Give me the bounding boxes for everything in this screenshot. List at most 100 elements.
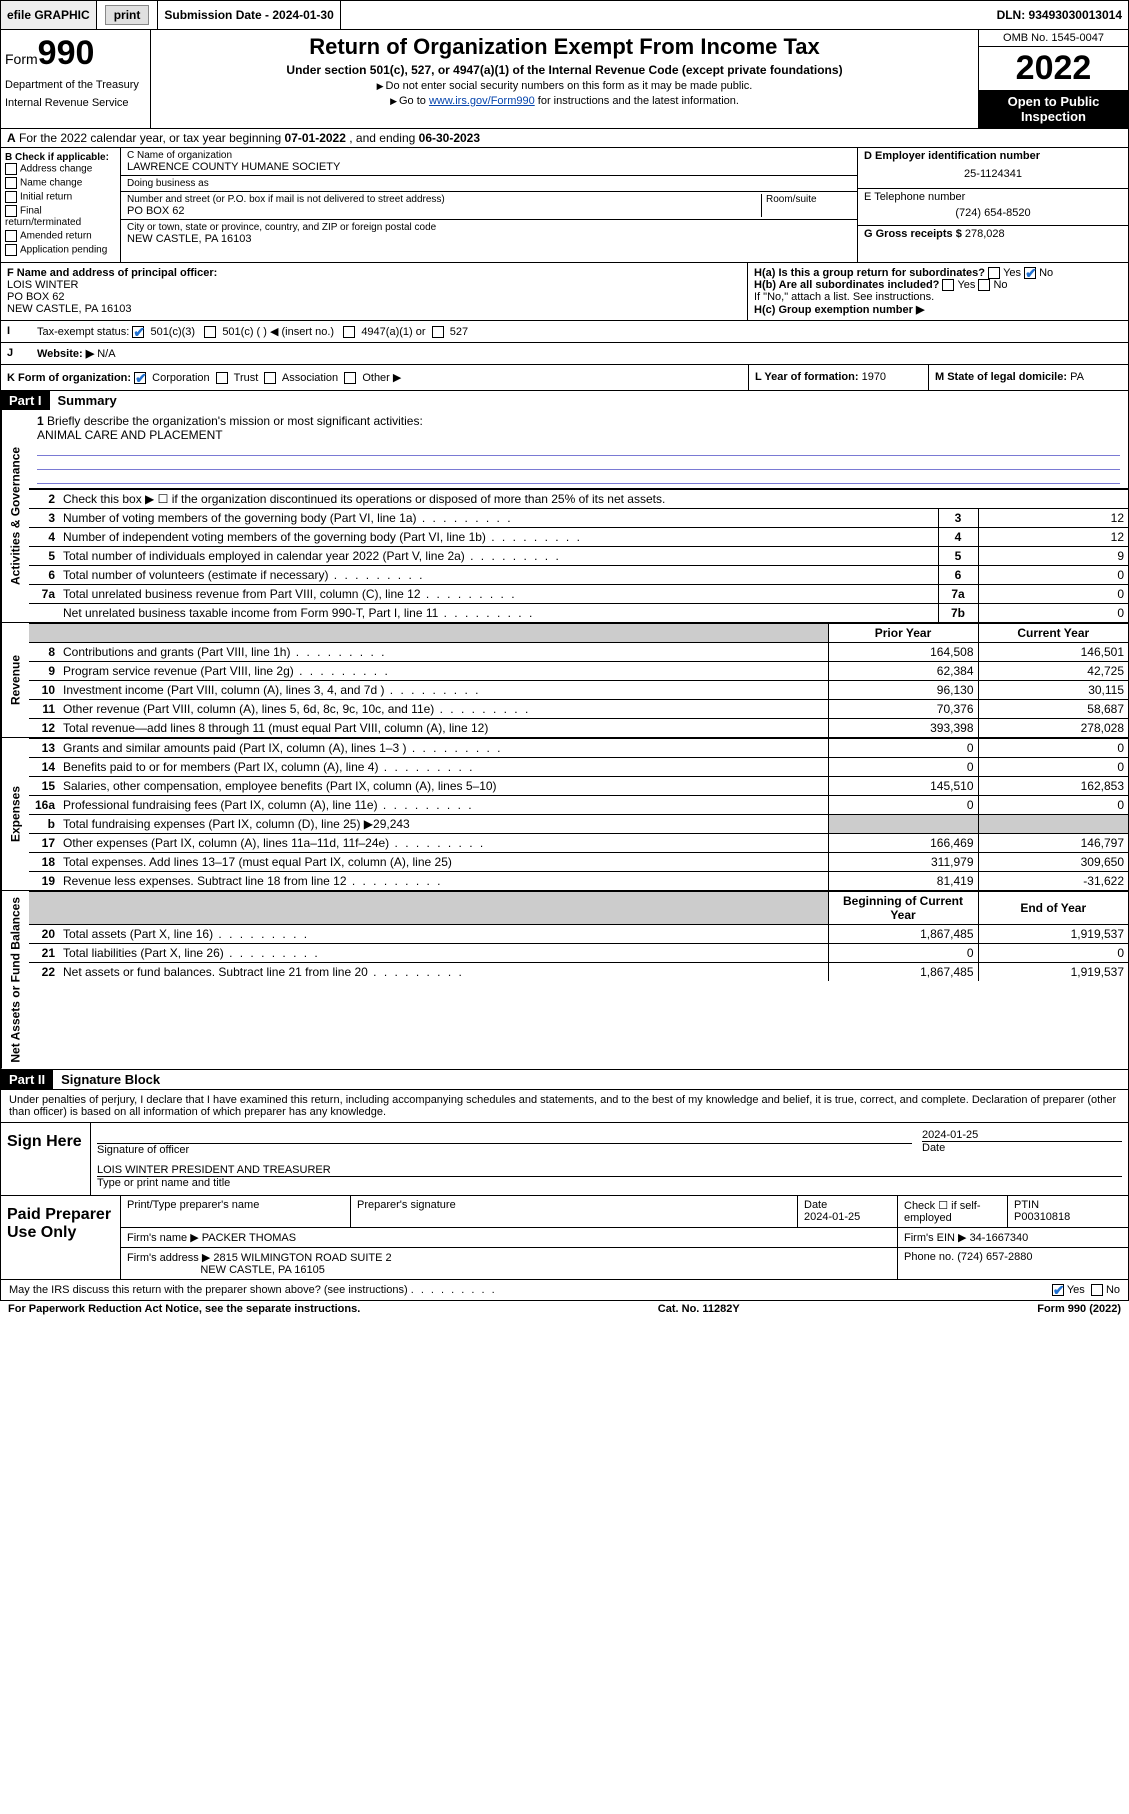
omb-number: OMB No. 1545-0047	[979, 30, 1128, 47]
part1-title: Summary	[50, 391, 125, 410]
ha-no[interactable]	[1024, 267, 1036, 279]
revenue-table: Prior YearCurrent Year 8Contributions an…	[29, 623, 1128, 737]
chk-501c[interactable]	[204, 326, 216, 338]
irs-link[interactable]: www.irs.gov/Form990	[429, 95, 535, 107]
city-block: City or town, state or province, country…	[121, 220, 857, 247]
sign-here-label: Sign Here	[1, 1123, 91, 1195]
firm-phone: (724) 657-2880	[957, 1251, 1032, 1263]
header-right: OMB No. 1545-0047 2022 Open to Public In…	[978, 30, 1128, 128]
side-governance: Activities & Governance	[1, 410, 29, 622]
open-inspection: Open to Public Inspection	[979, 90, 1128, 128]
chk-initial-return[interactable]: Initial return	[5, 191, 116, 203]
phone: (724) 654-8520	[864, 203, 1122, 223]
paperwork-notice: For Paperwork Reduction Act Notice, see …	[8, 1303, 360, 1315]
row-14: 14Benefits paid to or for members (Part …	[29, 758, 1128, 777]
chk-assoc[interactable]	[264, 372, 276, 384]
group-return-block: H(a) Is this a group return for subordin…	[748, 263, 1128, 320]
row-13: 13Grants and similar amounts paid (Part …	[29, 739, 1128, 758]
dln: DLN: 93493030013014	[991, 1, 1128, 29]
row-19: 19Revenue less expenses. Subtract line 1…	[29, 872, 1128, 891]
top-bar: efile GRAPHIC print Submission Date - 20…	[0, 0, 1129, 30]
part1-header: Part I	[1, 391, 50, 410]
principal-officer: F Name and address of principal officer:…	[1, 263, 748, 320]
row-15: 15Salaries, other compensation, employee…	[29, 777, 1128, 796]
hb-no[interactable]	[978, 279, 990, 291]
header-left: Form990 Department of the Treasury Inter…	[1, 30, 151, 128]
expenses-block: Expenses 13Grants and similar amounts pa…	[1, 737, 1128, 890]
chk-final-return[interactable]: Final return/terminated	[5, 205, 116, 228]
perjury-declaration: Under penalties of perjury, I declare th…	[1, 1090, 1128, 1123]
chk-amended[interactable]: Amended return	[5, 230, 116, 242]
page-footer: For Paperwork Reduction Act Notice, see …	[0, 1301, 1129, 1317]
row-16b: bTotal fundraising expenses (Part IX, co…	[29, 815, 1128, 834]
chk-527[interactable]	[432, 326, 444, 338]
row-7b: Net unrelated business taxable income fr…	[29, 604, 1128, 623]
discuss-yes[interactable]	[1052, 1284, 1064, 1296]
chk-corp[interactable]	[134, 372, 146, 384]
governance-table: 2Check this box ▶ ☐ if the organization …	[29, 489, 1128, 622]
row-22: 22Net assets or fund balances. Subtract …	[29, 963, 1128, 982]
form-title: Return of Organization Exempt From Incom…	[159, 34, 970, 60]
side-expenses: Expenses	[1, 738, 29, 890]
ptin: P00310818	[1014, 1211, 1070, 1223]
col-de: D Employer identification number 25-1124…	[858, 148, 1128, 262]
officer-h-block: F Name and address of principal officer:…	[0, 263, 1129, 321]
paid-row-1: Print/Type preparer's name Preparer's si…	[121, 1196, 1128, 1228]
row-10: 10Investment income (Part VIII, column (…	[29, 681, 1128, 700]
room-suite: Room/suite	[761, 194, 851, 217]
sign-here-fields: Signature of officer 2024-01-25 Date LOI…	[91, 1123, 1128, 1195]
ha-yes[interactable]	[988, 267, 1000, 279]
hb-yes[interactable]	[942, 279, 954, 291]
chk-501c3[interactable]	[132, 326, 144, 338]
mission-block: 1 Briefly describe the organization's mi…	[29, 410, 1128, 489]
row-4: 4Number of independent voting members of…	[29, 528, 1128, 547]
row-6: 6Total number of volunteers (estimate if…	[29, 566, 1128, 585]
print-button[interactable]: print	[105, 5, 150, 25]
firm-ein: 34-1667340	[970, 1232, 1029, 1244]
chk-name-change[interactable]: Name change	[5, 177, 116, 189]
mission-text: ANIMAL CARE AND PLACEMENT	[37, 428, 223, 442]
col-b-checkboxes: B Check if applicable: Address change Na…	[1, 148, 121, 262]
form-subtitle: Under section 501(c), 527, or 4947(a)(1)…	[159, 63, 970, 77]
net-header: Beginning of Current YearEnd of Year	[29, 892, 1128, 925]
row-2: 2Check this box ▶ ☐ if the organization …	[29, 490, 1128, 509]
officer-name-title: LOIS WINTER PRESIDENT AND TREASURER	[97, 1164, 1122, 1176]
dept-treasury: Department of the Treasury	[5, 79, 146, 91]
form-prefix: Form	[5, 51, 38, 67]
discuss-row: May the IRS discuss this return with the…	[0, 1280, 1129, 1301]
row-17: 17Other expenses (Part IX, column (A), l…	[29, 834, 1128, 853]
tax-status-row: I Tax-exempt status: 501(c)(3) 501(c) ( …	[0, 321, 1129, 343]
row-7a: 7aTotal unrelated business revenue from …	[29, 585, 1128, 604]
street-block: Number and street (or P.O. box if mail i…	[121, 192, 857, 220]
state-domicile: PA	[1070, 371, 1084, 383]
netassets-block: Net Assets or Fund Balances Beginning of…	[1, 890, 1128, 1069]
org-name: LAWRENCE COUNTY HUMANE SOCIETY	[127, 161, 851, 173]
phone-block: E Telephone number (724) 654-8520	[858, 189, 1128, 226]
rev-header: Prior YearCurrent Year	[29, 624, 1128, 643]
print-button-wrap: print	[97, 1, 159, 29]
chk-app-pending[interactable]: Application pending	[5, 244, 116, 256]
dba-block: Doing business as	[121, 176, 857, 192]
side-netassets: Net Assets or Fund Balances	[1, 891, 29, 1069]
city: NEW CASTLE, PA 16103	[127, 233, 851, 245]
chk-4947[interactable]	[343, 326, 355, 338]
chk-trust[interactable]	[216, 372, 228, 384]
efile-label: efile GRAPHIC	[1, 1, 97, 29]
row-18: 18Total expenses. Add lines 13–17 (must …	[29, 853, 1128, 872]
signature-block: Under penalties of perjury, I declare th…	[0, 1090, 1129, 1280]
row-16a: 16aProfessional fundraising fees (Part I…	[29, 796, 1128, 815]
chk-address-change[interactable]: Address change	[5, 163, 116, 175]
street: PO BOX 62	[127, 205, 761, 217]
paid-preparer-label: Paid Preparer Use Only	[1, 1196, 121, 1279]
org-name-block: C Name of organization LAWRENCE COUNTY H…	[121, 148, 857, 176]
form-number: Form990	[5, 34, 146, 73]
row-11: 11Other revenue (Part VIII, column (A), …	[29, 700, 1128, 719]
paid-row-3: Firm's address ▶ 2815 WILMINGTON ROAD SU…	[121, 1248, 1128, 1279]
kform-row: K Form of organization: Corporation Trus…	[0, 365, 1129, 391]
cat-no: Cat. No. 11282Y	[658, 1303, 740, 1315]
part2-title: Signature Block	[53, 1070, 168, 1089]
part2-header: Part II	[1, 1070, 53, 1089]
discuss-no[interactable]	[1091, 1284, 1103, 1296]
side-revenue: Revenue	[1, 623, 29, 737]
chk-other[interactable]	[344, 372, 356, 384]
